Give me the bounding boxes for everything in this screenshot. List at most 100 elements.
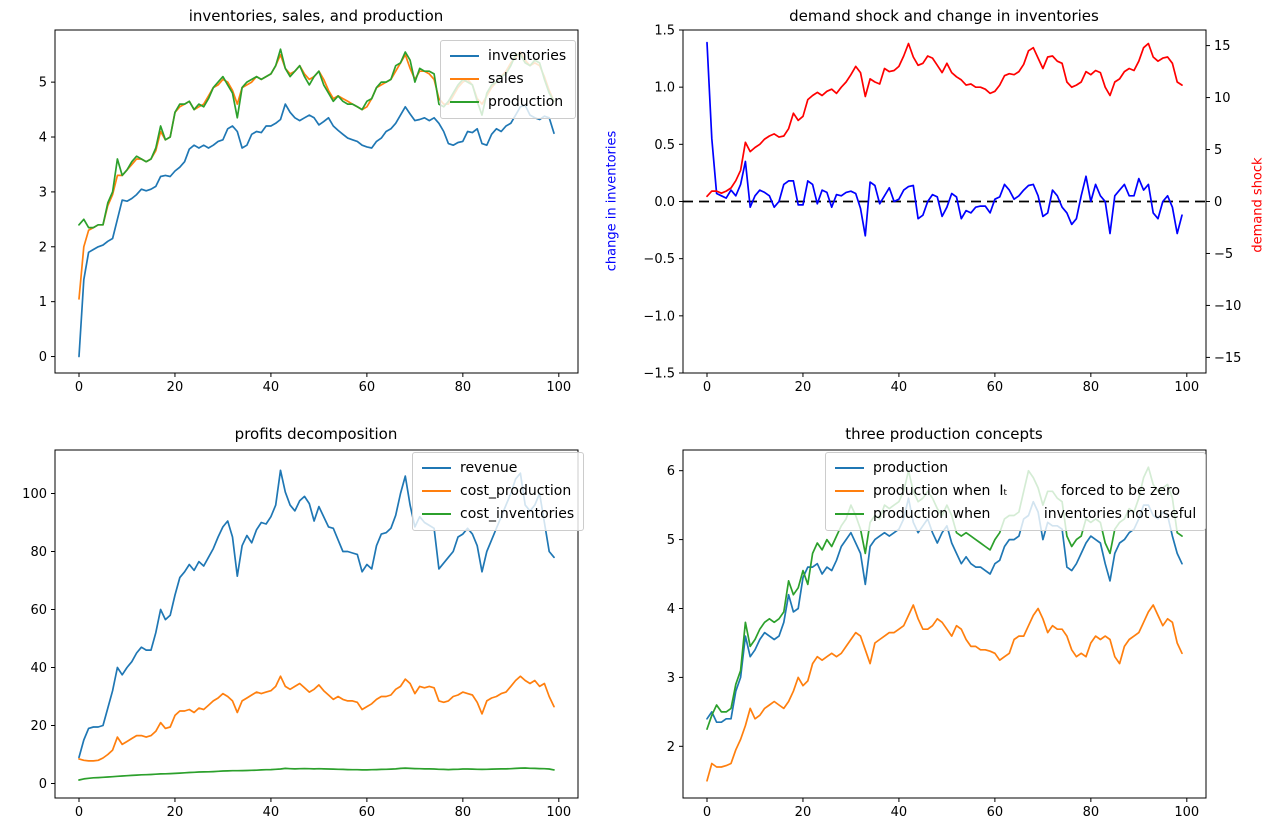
legend-label: production (488, 94, 564, 110)
x-tick-label: 40 (263, 380, 280, 395)
right-y-tick-label: 0 (1214, 195, 1222, 210)
chart-title-inventories-sales-production: inventories, sales, and production (188, 7, 444, 25)
x-tick-label: 80 (1083, 805, 1100, 820)
right-y-tick-label: 15 (1214, 39, 1231, 54)
x-tick-label: 100 (1174, 805, 1199, 820)
y-tick-label: 2 (39, 240, 47, 255)
x-tick-label: 20 (795, 380, 812, 395)
chart-title-three-production-concepts: three production concepts (845, 425, 1043, 443)
legend-item-cost-inventories: cost_inventories (422, 503, 574, 525)
legend-line-swatch (835, 466, 864, 470)
chart-title-profits-decomposition: profits decomposition (234, 425, 398, 443)
x-tick-label: 20 (167, 380, 184, 395)
axes-frame (682, 449, 1207, 799)
y-tick-label: 2 (667, 740, 675, 755)
legend-label: cost_production (460, 483, 572, 499)
legend-profits-decomposition: revenue cost_production cost_inventories (412, 452, 585, 531)
y-tick-label: 0 (39, 777, 47, 792)
y-tick-label: 5 (667, 533, 675, 548)
series-line-revenue (78, 469, 555, 759)
x-tick-label: 60 (359, 805, 376, 820)
legend-item-revenue: revenue (422, 457, 574, 479)
x-tick-label: 40 (891, 380, 908, 395)
legend-line-swatch (422, 489, 451, 493)
y-tick-label: 1.0 (654, 81, 675, 96)
y-tick-label: 1.5 (654, 24, 675, 39)
x-tick-label: 100 (546, 380, 571, 395)
legend-inventories-sales-production: inventories sales production (440, 40, 577, 119)
x-tick-label: 20 (795, 805, 812, 820)
x-tick-label: 20 (167, 805, 184, 820)
axes-frame (54, 29, 579, 374)
legend-line-swatch (422, 466, 451, 470)
y-tick-label: 4 (667, 602, 675, 617)
y-tick-label: 80 (30, 545, 47, 560)
y-tick-label: 60 (30, 603, 47, 618)
y-tick-label: −1.5 (643, 367, 675, 382)
legend-line-swatch (835, 512, 864, 516)
y-tick-label: 0.0 (654, 195, 675, 210)
y-tick-label: 40 (30, 661, 47, 676)
axes-frame (54, 449, 579, 799)
series-line-production-when-i-forced-to-be-zero (706, 604, 1183, 782)
x-tick-label: 0 (75, 380, 83, 395)
y-tick-label: 3 (667, 671, 675, 686)
chart-title-demand-shock-change-inventories: demand shock and change in inventories (789, 7, 1099, 25)
series-line-demand-shock (706, 42, 1183, 198)
legend-label: production when inventories not useful (873, 506, 1197, 522)
series-line-production (706, 497, 1183, 724)
right-y-tick-label: −15 (1214, 351, 1241, 366)
legend-three-production-concepts: production production when Iₜ forced to b… (825, 452, 1207, 531)
x-tick-label: 0 (703, 380, 711, 395)
right-y-tick-label: −5 (1214, 247, 1233, 262)
subplot-demand-shock-and-change-in-inventories: 0 20 40 60 80 100−1.5−1.0−0.50.00.51.01.5−15−… (643, 24, 1241, 396)
y-tick-label: −0.5 (643, 252, 675, 267)
x-tick-label: 80 (455, 380, 472, 395)
x-tick-label: 0 (703, 805, 711, 820)
y-tick-label: −1.0 (643, 309, 675, 324)
x-tick-label: 60 (987, 380, 1004, 395)
legend-item-production: production (450, 91, 566, 113)
series-line-inventories (78, 103, 555, 358)
y-tick-label: 0.5 (654, 138, 675, 153)
legend-line-swatch (450, 100, 479, 104)
x-tick-label: 0 (75, 805, 83, 820)
legend-item-inventories: inventories (450, 45, 566, 67)
y-tick-label: 6 (667, 464, 675, 479)
y-axis-label-change-in-inventories: change in inventories (604, 130, 620, 272)
y-axis-label-demand-shock: demand shock (1250, 157, 1266, 253)
x-tick-label: 40 (891, 805, 908, 820)
x-tick-label: 60 (359, 380, 376, 395)
legend-line-swatch (835, 489, 864, 493)
legend-label: production (873, 460, 949, 476)
x-tick-label: 100 (546, 805, 571, 820)
series-line-cost-production (78, 675, 555, 762)
series-line-cost-inventories (78, 767, 555, 781)
legend-label: revenue (460, 460, 518, 476)
x-tick-label: 80 (1083, 380, 1100, 395)
y-tick-label: 5 (39, 76, 47, 91)
right-y-tick-label: −10 (1214, 299, 1241, 314)
y-tick-label: 3 (39, 185, 47, 200)
legend-label: inventories (488, 48, 567, 64)
right-y-tick-label: 10 (1214, 91, 1231, 106)
y-tick-label: 1 (39, 295, 47, 310)
y-tick-label: 20 (30, 719, 47, 734)
series-line-change-in-inventories (706, 41, 1183, 237)
legend-label: production when Iₜ forced to be zero (873, 483, 1181, 499)
legend-item-sales: sales (450, 68, 566, 90)
legend-item-production-when-i-forced-to-be-zero: production when Iₜ forced to be zero (835, 480, 1196, 502)
legend-item-production-when-inventories-not-useful: production when inventories not useful (835, 503, 1196, 525)
x-tick-label: 40 (263, 805, 280, 820)
legend-item-cost-production: cost_production (422, 480, 574, 502)
subplot-profits-decomposition: 0 20 40 60 80 100 0 20 40 60 80 100 (22, 449, 579, 820)
subplot-inventories-sales-and-production: 0 20 40 60 80 100 0 1 2 3 4 5 (39, 29, 579, 395)
x-tick-label: 100 (1174, 380, 1199, 395)
x-tick-label: 60 (987, 805, 1004, 820)
legend-line-swatch (422, 512, 451, 516)
legend-line-swatch (450, 77, 479, 81)
legend-line-swatch (450, 54, 479, 58)
legend-label: cost_inventories (460, 506, 575, 522)
